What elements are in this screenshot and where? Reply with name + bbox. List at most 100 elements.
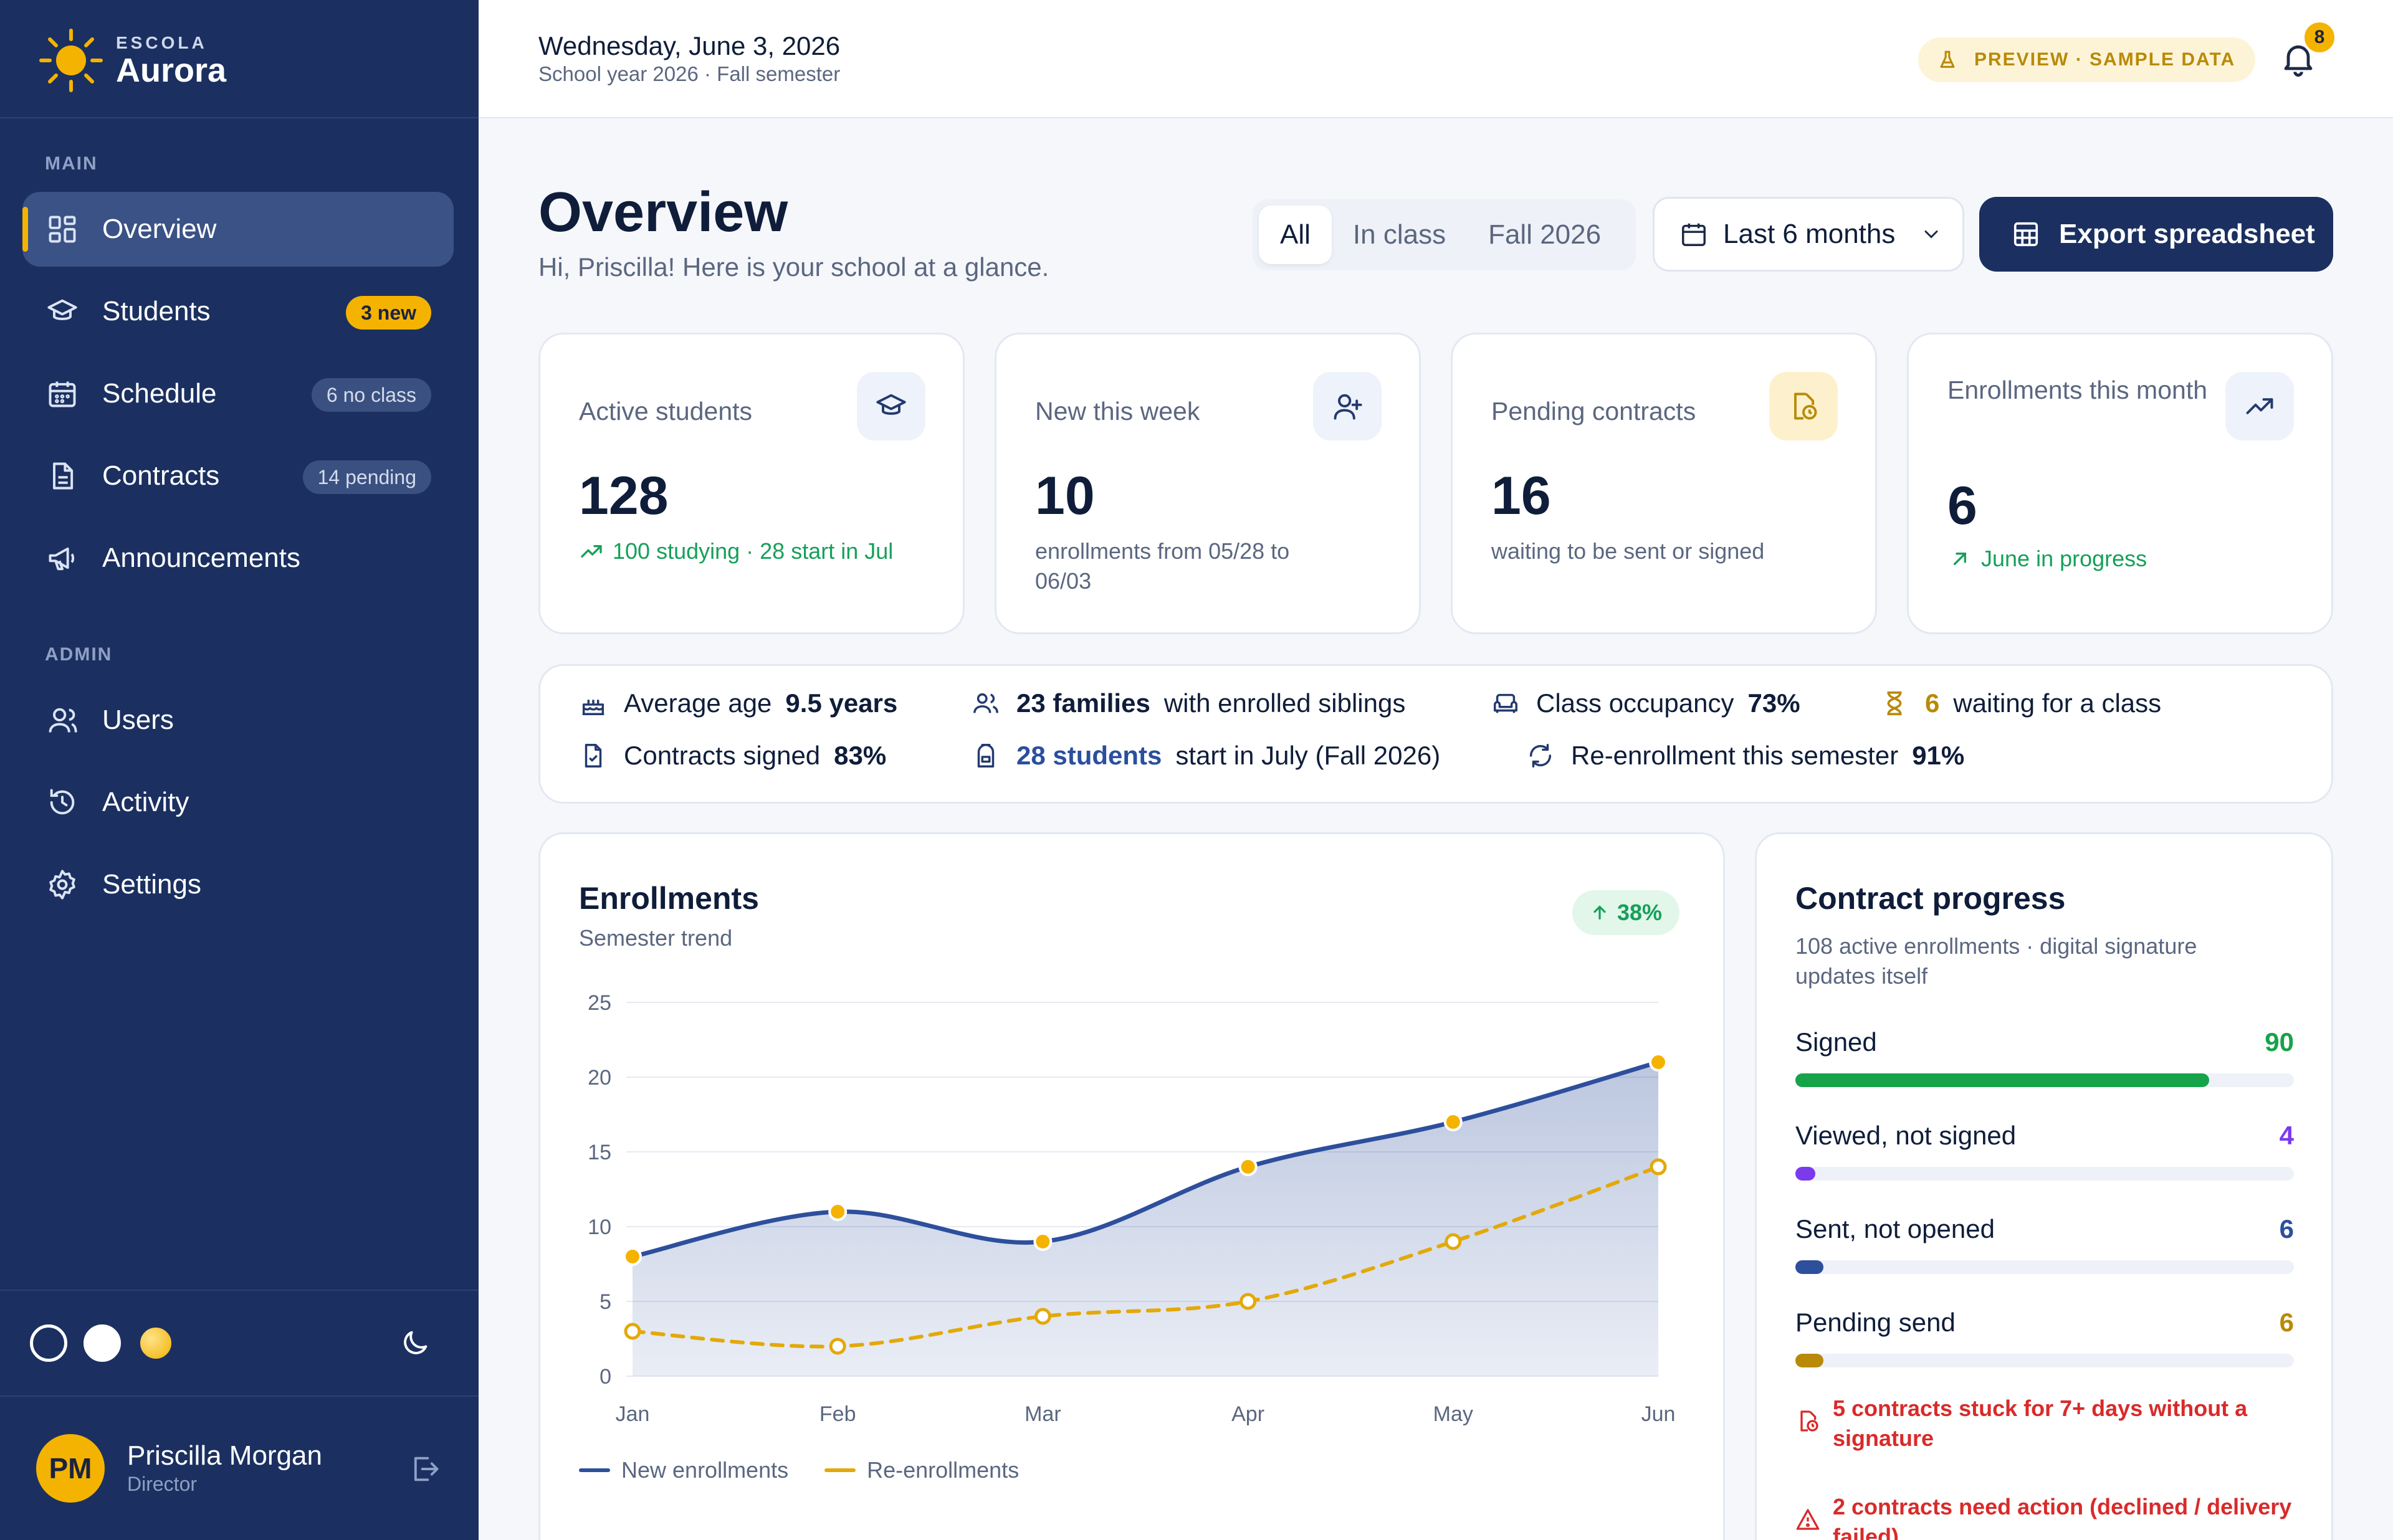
- trend-badge: 38%: [1572, 890, 1680, 935]
- theme-swatch-navy[interactable]: [30, 1324, 67, 1362]
- stat-title: New this week: [1035, 397, 1200, 425]
- alert-stuck-contracts[interactable]: 5 contracts stuck for 7+ days without a …: [1795, 1394, 2294, 1453]
- stat-title: Pending contracts: [1491, 397, 1696, 425]
- progress-value: 4: [2279, 1121, 2294, 1150]
- point-re-enrollment: [1445, 1233, 1462, 1250]
- legend-item-new[interactable]: New enrollments: [579, 1457, 788, 1483]
- avatar[interactable]: PM: [36, 1434, 105, 1503]
- point-re-enrollment: [1239, 1293, 1257, 1310]
- trending-up-icon: [2246, 398, 2273, 414]
- stat-icon-wrap: [857, 372, 925, 440]
- spreadsheet-icon: [2013, 222, 2038, 247]
- date-range-select[interactable]: Last 6 months: [1653, 197, 1964, 272]
- stat-value: 10: [1035, 466, 1095, 526]
- sidebar-item-settings[interactable]: Settings: [22, 847, 454, 922]
- progress-label: Viewed, not signed: [1795, 1121, 2017, 1150]
- x-tick-label: Jun: [1641, 1402, 1676, 1426]
- stat-card-enrollments-month[interactable]: Enrollments this month 6 June in progres…: [1907, 333, 2333, 634]
- progress-row-sent[interactable]: Sent, not opened 6: [1795, 1214, 2294, 1274]
- progress-track: [1795, 1354, 2294, 1367]
- flask-icon: [1940, 50, 1955, 68]
- point-new-enrollment: [1649, 1053, 1668, 1072]
- sidebar-item-label: Users: [102, 705, 174, 735]
- point-new-enrollment: [1443, 1113, 1463, 1131]
- history-icon: [50, 789, 75, 815]
- preview-label: PREVIEW · SAMPLE DATA: [1974, 49, 2236, 70]
- fact-occupancy: Class occupancy 73%: [1491, 688, 1800, 718]
- legend-label: New enrollments: [621, 1457, 789, 1483]
- stat-title: Enrollments this month: [1947, 376, 2208, 404]
- segment-fall-2026[interactable]: Fall 2026: [1488, 219, 1602, 250]
- point-new-enrollment: [828, 1202, 848, 1221]
- progress-title: Contract progress: [1795, 881, 2066, 916]
- segment-in-class[interactable]: In class: [1352, 219, 1446, 250]
- x-tick-label: May: [1433, 1402, 1473, 1426]
- legend-swatch: [824, 1468, 856, 1472]
- sidebar-item-activity[interactable]: Activity: [22, 765, 454, 840]
- fact-value: 73%: [1747, 688, 1800, 718]
- warning-icon: [1796, 1509, 1820, 1530]
- stat-value: 6: [1947, 476, 1977, 536]
- progress-track: [1795, 1167, 2294, 1181]
- point-new-enrollment: [1238, 1157, 1258, 1176]
- progress-row-signed[interactable]: Signed 90: [1795, 1027, 2294, 1087]
- point-re-enrollment: [1650, 1158, 1667, 1176]
- brand-logo[interactable]: ESCOLA Aurora: [37, 26, 226, 95]
- calendar-icon: [1682, 223, 1706, 246]
- moon-icon[interactable]: [399, 1327, 431, 1359]
- sidebar-item-schedule[interactable]: Schedule 6 no class: [22, 356, 454, 431]
- school-year: School year 2026 · Fall semester: [538, 62, 841, 85]
- stat-card-new-this-week[interactable]: New this week 10 enrollments from 05/28 …: [995, 333, 1421, 634]
- logout-icon[interactable]: [409, 1453, 441, 1485]
- sidebar-item-overview[interactable]: Overview: [22, 192, 454, 267]
- stat-card-pending-contracts[interactable]: Pending contracts 16 waiting to be sent …: [1451, 333, 1877, 634]
- progress-label: Pending send: [1795, 1308, 1956, 1337]
- document-clock-icon: [1800, 1410, 1818, 1432]
- export-spreadsheet-button[interactable]: Export spreadsheet: [1979, 197, 2333, 272]
- sidebar-item-label: Contracts: [102, 460, 220, 491]
- fact-families: 23 families with enrolled siblings: [972, 688, 1405, 718]
- date-range-label: Last 6 months: [1723, 219, 1896, 249]
- progress-label: Sent, not opened: [1795, 1214, 1995, 1243]
- fact-label: with enrolled siblings: [1163, 688, 1406, 718]
- sidebar-item-students[interactable]: Students 3 new: [22, 274, 454, 349]
- chart-title: Enrollments: [579, 881, 759, 916]
- fact-value[interactable]: 28 students: [1016, 741, 1162, 770]
- no-class-badge: 6 no class: [311, 378, 431, 412]
- stat-note: waiting to be sent or signed: [1491, 538, 1765, 564]
- theme-swatch-white[interactable]: [84, 1324, 121, 1362]
- topbar: Wednesday, June 3, 2026 School year 2026…: [479, 0, 2393, 118]
- sidebar-item-label: Students: [102, 296, 211, 326]
- facts-strip: Average age 9.5 years 23 families with e…: [538, 664, 2333, 804]
- sidebar-item-contracts[interactable]: Contracts 14 pending: [22, 439, 454, 513]
- legend-item-re[interactable]: Re-enrollments: [824, 1457, 1019, 1483]
- sidebar-divider: [0, 117, 479, 118]
- progress-row-pending[interactable]: Pending send 6: [1795, 1308, 2294, 1367]
- sidebar-item-users[interactable]: Users: [22, 683, 454, 758]
- fact-waiting: 6 waiting for a class: [1880, 688, 2161, 718]
- theme-swatch-gold[interactable]: [137, 1324, 174, 1362]
- segment-all[interactable]: All: [1259, 206, 1332, 264]
- export-label: Export spreadsheet: [2059, 219, 2315, 249]
- fact-value: 6: [1925, 688, 1940, 718]
- progress-track: [1795, 1073, 2294, 1087]
- sidebar-item-announcements[interactable]: Announcements: [22, 521, 454, 596]
- refresh-icon: [1529, 744, 1552, 768]
- trend-value: 38%: [1617, 900, 1663, 925]
- chart-subtitle: Semester trend: [579, 925, 733, 951]
- enrollments-chart: 0 5 10 15 20 25 Jan Feb Mar Apr May Jun: [588, 991, 1676, 1426]
- point-re-enrollment: [624, 1323, 641, 1340]
- document-check-icon: [585, 744, 602, 768]
- y-tick-label: 10: [588, 1215, 611, 1239]
- stat-note-text: June in progress: [1981, 546, 2147, 571]
- stat-card-active-students[interactable]: Active students 128 100 studying · 28 st…: [538, 333, 965, 634]
- section-label-admin: ADMIN: [45, 644, 113, 665]
- fact-value: 91%: [1912, 741, 1965, 770]
- segment-filter: All In class Fall 2026: [1253, 199, 1636, 270]
- bell-icon[interactable]: [2278, 39, 2318, 78]
- contract-progress-card: Contract progress 108 active enrollments…: [1755, 832, 2333, 1540]
- legend-swatch: [579, 1468, 610, 1472]
- alert-contract-action[interactable]: 2 contracts need action (declined / deli…: [1795, 1492, 2294, 1540]
- arrow-up-right-icon: [1954, 553, 1966, 565]
- progress-row-viewed[interactable]: Viewed, not signed 4: [1795, 1121, 2294, 1181]
